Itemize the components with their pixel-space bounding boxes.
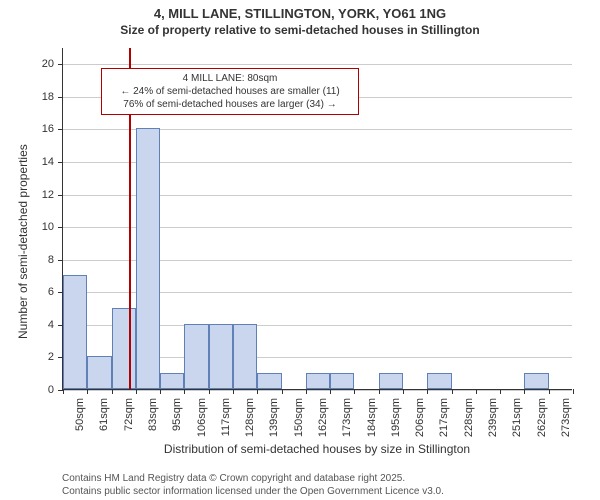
x-tick-label: 95sqm xyxy=(171,398,183,448)
y-tick-label: 0 xyxy=(48,384,54,396)
histogram-bar xyxy=(63,275,87,389)
y-tick-label: 14 xyxy=(42,156,54,168)
x-tick xyxy=(549,389,550,394)
x-tick-label: 239sqm xyxy=(487,398,499,448)
x-tick xyxy=(209,389,210,394)
y-tick xyxy=(58,129,63,130)
x-tick-label: 195sqm xyxy=(390,398,402,448)
x-tick xyxy=(87,389,88,394)
x-tick xyxy=(160,389,161,394)
y-tick-label: 10 xyxy=(42,221,54,233)
x-tick-label: 61sqm xyxy=(98,398,110,448)
histogram-bar xyxy=(330,373,354,389)
x-tick xyxy=(184,389,185,394)
y-tick-label: 20 xyxy=(42,58,54,70)
x-tick-label: 83sqm xyxy=(147,398,159,448)
gridline xyxy=(63,64,572,65)
x-tick-label: 273sqm xyxy=(560,398,572,448)
x-tick xyxy=(573,389,574,394)
x-tick-label: 251sqm xyxy=(511,398,523,448)
y-tick-label: 8 xyxy=(48,254,54,266)
histogram-bar xyxy=(209,324,233,389)
x-tick xyxy=(330,389,331,394)
chart-container: 4, MILL LANE, STILLINGTON, YORK, YO61 1N… xyxy=(0,0,600,500)
histogram-bar xyxy=(306,373,330,389)
y-tick xyxy=(58,260,63,261)
x-tick xyxy=(476,389,477,394)
y-tick xyxy=(58,162,63,163)
x-tick-label: 150sqm xyxy=(293,398,305,448)
y-tick-label: 2 xyxy=(48,351,54,363)
x-tick-label: 139sqm xyxy=(268,398,280,448)
x-tick xyxy=(136,389,137,394)
histogram-bar xyxy=(112,308,136,389)
footer-attribution: Contains HM Land Registry data © Crown c… xyxy=(62,472,444,498)
y-tick xyxy=(58,64,63,65)
x-tick xyxy=(427,389,428,394)
gridline xyxy=(63,390,572,391)
x-tick-label: 50sqm xyxy=(74,398,86,448)
histogram-bar xyxy=(160,373,184,389)
x-tick-label: 162sqm xyxy=(317,398,329,448)
histogram-bar xyxy=(257,373,281,389)
footer-line2: Contains public sector information licen… xyxy=(62,485,444,498)
annotation-line1: 4 MILL LANE: 80sqm xyxy=(107,72,353,85)
histogram-bar xyxy=(184,324,208,389)
x-tick-label: 262sqm xyxy=(536,398,548,448)
x-tick xyxy=(379,389,380,394)
x-tick xyxy=(112,389,113,394)
x-tick-label: 173sqm xyxy=(341,398,353,448)
x-tick xyxy=(500,389,501,394)
histogram-bar xyxy=(427,373,451,389)
x-tick-label: 206sqm xyxy=(414,398,426,448)
histogram-bar xyxy=(524,373,548,389)
histogram-bar xyxy=(136,128,160,389)
y-tick-label: 16 xyxy=(42,123,54,135)
y-tick-label: 12 xyxy=(42,189,54,201)
y-tick-label: 4 xyxy=(48,319,54,331)
x-tick xyxy=(452,389,453,394)
x-tick xyxy=(257,389,258,394)
histogram-bar xyxy=(379,373,403,389)
chart-subtitle: Size of property relative to semi-detach… xyxy=(0,21,600,37)
y-tick-label: 6 xyxy=(48,286,54,298)
x-tick-label: 106sqm xyxy=(196,398,208,448)
x-tick-label: 72sqm xyxy=(123,398,135,448)
chart-title: 4, MILL LANE, STILLINGTON, YORK, YO61 1N… xyxy=(0,0,600,21)
plot-area: 4 MILL LANE: 80sqm← 24% of semi-detached… xyxy=(62,48,572,390)
x-tick-label: 128sqm xyxy=(244,398,256,448)
x-tick xyxy=(403,389,404,394)
x-tick xyxy=(306,389,307,394)
x-tick xyxy=(233,389,234,394)
footer-line1: Contains HM Land Registry data © Crown c… xyxy=(62,472,444,485)
x-tick-label: 184sqm xyxy=(366,398,378,448)
y-tick xyxy=(58,97,63,98)
annotation-box: 4 MILL LANE: 80sqm← 24% of semi-detached… xyxy=(101,68,359,115)
x-tick-label: 117sqm xyxy=(220,398,232,448)
x-tick-label: 217sqm xyxy=(438,398,450,448)
y-tick xyxy=(58,195,63,196)
y-tick xyxy=(58,227,63,228)
x-tick xyxy=(524,389,525,394)
annotation-line2: ← 24% of semi-detached houses are smalle… xyxy=(107,85,353,98)
x-tick xyxy=(354,389,355,394)
x-tick-label: 228sqm xyxy=(463,398,475,448)
y-axis-label: Number of semi-detached properties xyxy=(16,144,30,339)
histogram-bar xyxy=(233,324,257,389)
y-tick-label: 18 xyxy=(42,91,54,103)
x-tick xyxy=(282,389,283,394)
x-tick xyxy=(63,389,64,394)
annotation-line3: 76% of semi-detached houses are larger (… xyxy=(107,98,353,111)
histogram-bar xyxy=(87,356,111,389)
